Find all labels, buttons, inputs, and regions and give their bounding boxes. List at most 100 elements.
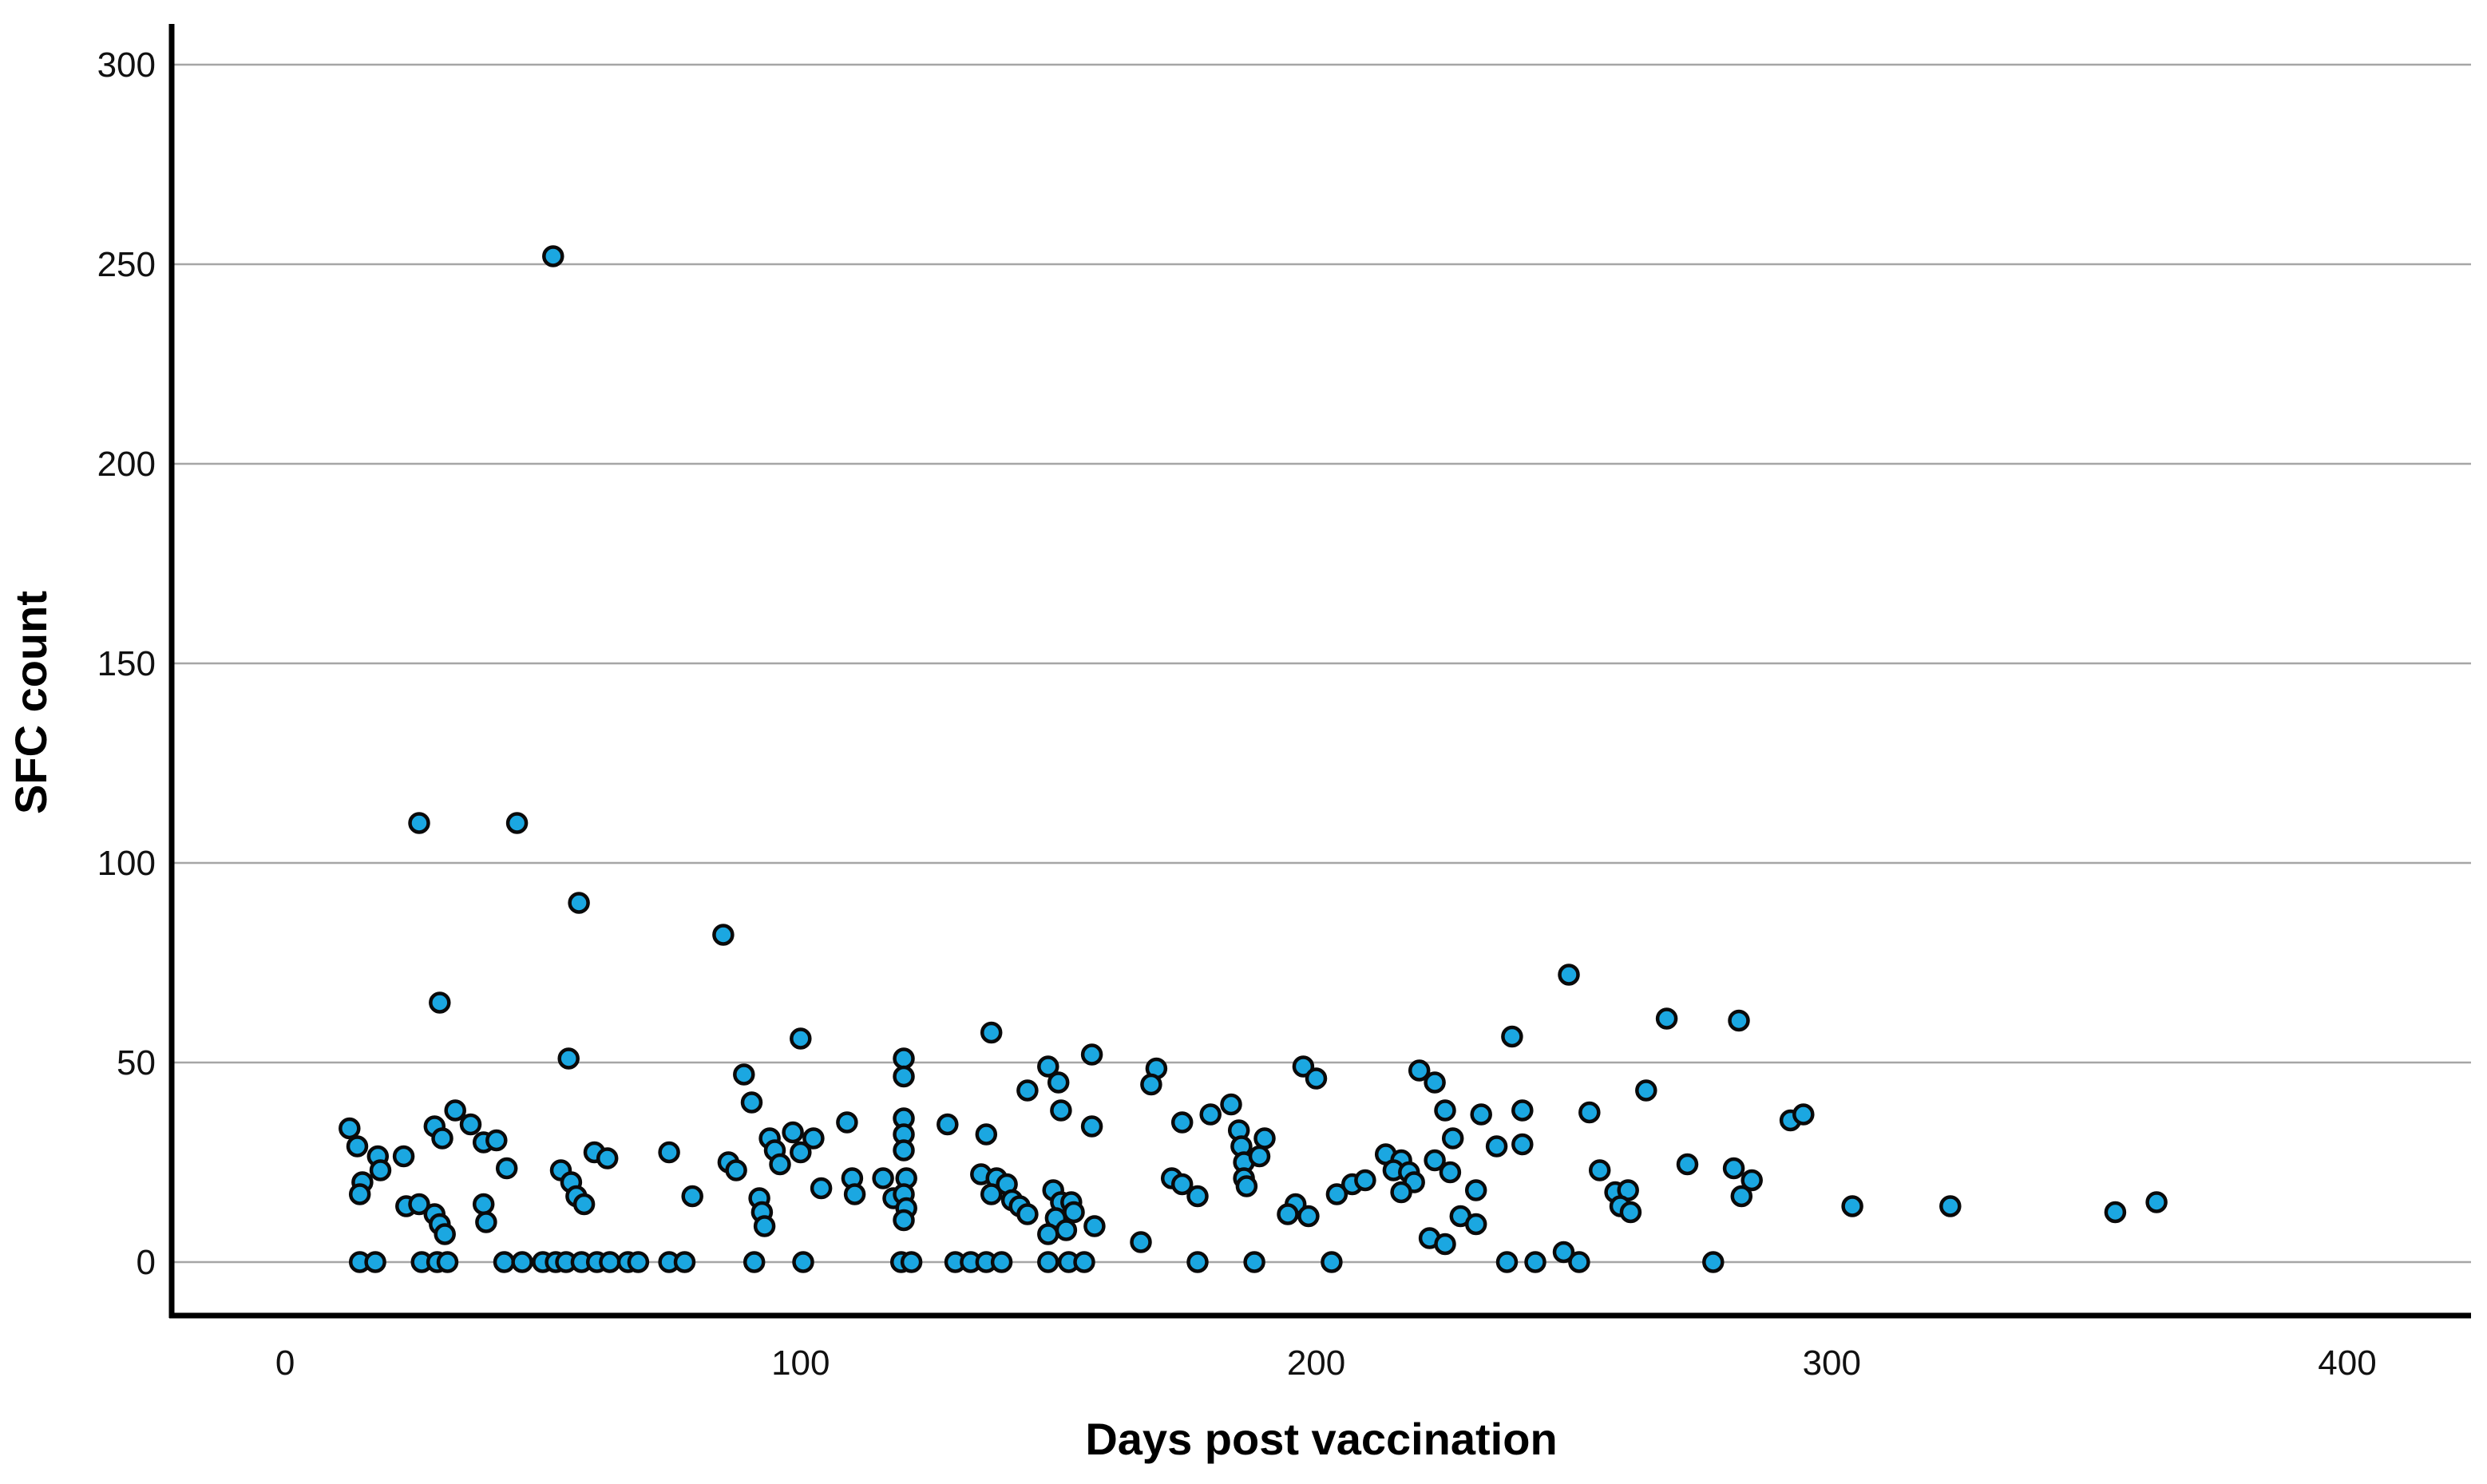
data-point	[2104, 1201, 2127, 1224]
data-point	[2145, 1191, 2168, 1213]
data-point	[980, 1183, 1003, 1205]
y-tick-label-300: 300	[97, 46, 156, 85]
data-point	[1297, 1205, 1320, 1228]
data-point	[1635, 1079, 1657, 1102]
data-point	[1722, 1157, 1745, 1180]
data-point	[843, 1183, 866, 1205]
data-point	[1702, 1251, 1725, 1273]
data-point	[1063, 1201, 1085, 1224]
y-tick-label-0: 0	[137, 1243, 156, 1282]
data-point	[673, 1251, 696, 1273]
data-point	[980, 1021, 1003, 1044]
data-point	[1511, 1099, 1534, 1122]
data-point	[1434, 1099, 1456, 1122]
data-point	[1464, 1179, 1487, 1201]
data-point	[1325, 1183, 1348, 1205]
data-point	[408, 812, 430, 834]
x-axis-tick-labels: 0 100 200 300 400	[275, 1344, 2377, 1383]
data-points	[339, 245, 2168, 1273]
data-point	[712, 924, 735, 946]
data-point	[1047, 1071, 1070, 1094]
data-point	[346, 1135, 369, 1158]
data-point	[596, 1147, 619, 1169]
data-point	[1655, 1007, 1678, 1030]
data-point	[1130, 1231, 1152, 1253]
data-point	[975, 1123, 998, 1146]
data-point	[790, 1027, 812, 1050]
data-point	[1464, 1213, 1487, 1236]
data-point	[740, 1091, 763, 1114]
y-axis-tick-labels: 0 50 100 150 200 250 300	[97, 46, 156, 1282]
data-point	[1495, 1251, 1519, 1273]
data-point	[348, 1183, 371, 1205]
data-point	[790, 1141, 812, 1164]
data-point	[893, 1209, 915, 1232]
x-axis-title: Days post vaccination	[1085, 1414, 1557, 1464]
data-point	[872, 1167, 894, 1189]
data-point	[1248, 1145, 1271, 1168]
data-point	[1578, 1101, 1601, 1124]
data-point	[1080, 1043, 1103, 1066]
data-point	[599, 1251, 621, 1273]
data-point	[893, 1065, 915, 1088]
data-point	[725, 1159, 747, 1181]
data-point	[1055, 1219, 1078, 1241]
data-point	[557, 1047, 580, 1070]
data-point	[572, 1193, 596, 1216]
data-point	[1568, 1251, 1590, 1273]
data-point	[431, 1127, 453, 1150]
data-point	[1424, 1149, 1446, 1172]
data-point	[1253, 1127, 1276, 1150]
y-tick-label-50: 50	[117, 1043, 156, 1082]
data-point	[733, 1063, 755, 1086]
data-point	[1354, 1169, 1376, 1192]
data-point	[1441, 1127, 1464, 1150]
data-point	[1439, 1161, 1462, 1184]
data-point	[1741, 1169, 1763, 1192]
data-point	[900, 1251, 923, 1273]
data-point	[1390, 1181, 1412, 1204]
data-point	[802, 1127, 825, 1150]
data-point	[1186, 1185, 1209, 1208]
data-point	[743, 1251, 766, 1273]
data-point	[1037, 1055, 1059, 1078]
data-point	[1939, 1195, 1962, 1217]
data-point	[339, 1117, 361, 1140]
data-point	[1408, 1059, 1431, 1082]
data-point	[893, 1047, 915, 1070]
data-point	[1841, 1195, 1863, 1217]
data-point	[792, 1251, 814, 1273]
data-point	[1170, 1173, 1194, 1196]
data-point	[1552, 1241, 1575, 1264]
data-point	[782, 1121, 804, 1144]
data-point	[568, 892, 590, 914]
data-point	[1470, 1103, 1492, 1126]
y-tick-label-250: 250	[97, 245, 156, 284]
y-axis-title: SFC count	[6, 591, 56, 814]
data-point	[1588, 1159, 1611, 1181]
x-tick-label-0: 0	[275, 1344, 295, 1383]
data-point	[1485, 1135, 1508, 1158]
data-point	[364, 1251, 386, 1273]
data-point	[1073, 1251, 1095, 1273]
data-point	[1434, 1233, 1456, 1256]
x-tick-label-100: 100	[771, 1344, 830, 1383]
data-point	[444, 1099, 466, 1122]
data-point	[1558, 964, 1580, 986]
data-point	[658, 1141, 680, 1164]
data-point	[436, 1251, 459, 1273]
data-point	[810, 1177, 833, 1200]
data-point	[434, 1223, 456, 1245]
data-point	[1170, 1111, 1194, 1134]
y-tick-label-100: 100	[97, 844, 156, 883]
y-tick-label-150: 150	[97, 644, 156, 683]
data-point	[1728, 1009, 1750, 1032]
data-point	[769, 1153, 791, 1176]
data-point	[1277, 1203, 1299, 1225]
data-point	[485, 1129, 508, 1152]
data-point	[1792, 1103, 1815, 1126]
x-tick-label-200: 200	[1287, 1344, 1345, 1383]
data-point	[1292, 1055, 1315, 1078]
